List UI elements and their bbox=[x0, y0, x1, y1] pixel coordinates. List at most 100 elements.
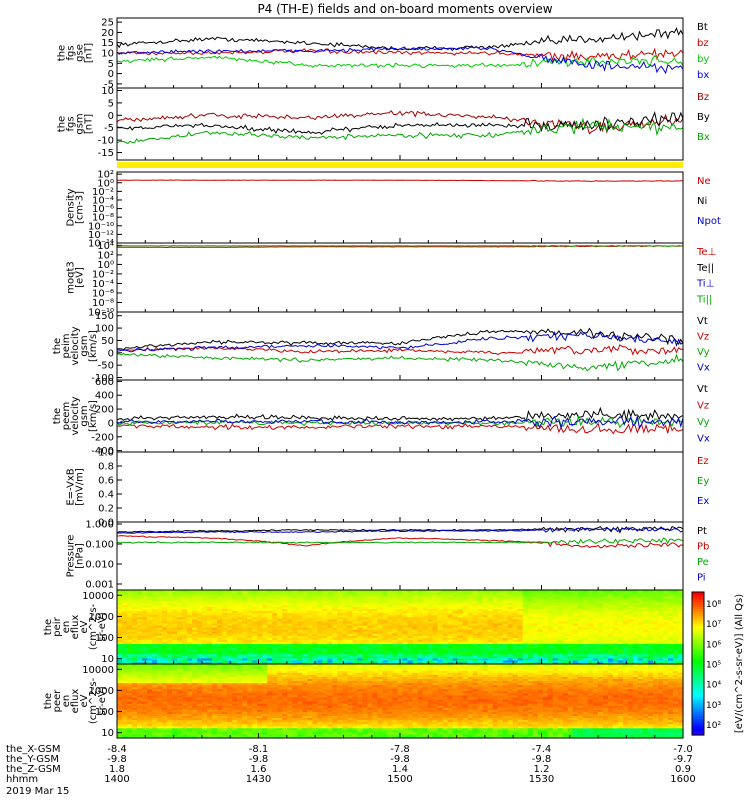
spectrogram-cell bbox=[372, 633, 379, 636]
spectrogram-cell bbox=[477, 618, 484, 622]
spectrogram-cell bbox=[657, 639, 664, 642]
spectrogram-cell bbox=[237, 614, 243, 618]
spectrogram-cell bbox=[152, 592, 158, 595]
spectrogram-cell bbox=[287, 651, 293, 655]
spectrogram-cell bbox=[202, 612, 208, 616]
spectrogram-cell bbox=[572, 600, 579, 603]
spectrogram-cell bbox=[507, 596, 514, 599]
spectrogram-cell bbox=[597, 659, 604, 663]
spectrogram-cell bbox=[292, 596, 298, 599]
spectrogram-cell bbox=[242, 592, 248, 595]
spectrogram-cell bbox=[412, 604, 419, 608]
spectrogram-cell bbox=[672, 659, 679, 663]
spectrogram-cell bbox=[287, 655, 293, 659]
spectrogram-cell bbox=[302, 657, 308, 661]
spectrogram-cell bbox=[547, 590, 554, 593]
y-tick-label: 10⁻¹⁰ bbox=[88, 221, 114, 232]
spectrogram-cell bbox=[352, 590, 359, 593]
spectrogram-cell bbox=[537, 610, 544, 614]
spectrogram-cell bbox=[302, 627, 308, 630]
spectrogram-cell bbox=[317, 655, 323, 659]
spectrogram-cell bbox=[372, 620, 379, 624]
spectrogram-cell bbox=[282, 624, 288, 628]
spectrogram-cell bbox=[412, 627, 419, 630]
spectrogram-cell bbox=[277, 651, 283, 655]
spectrogram-cell bbox=[117, 635, 123, 638]
spectrogram-cell bbox=[597, 645, 604, 649]
spectrogram-cell bbox=[177, 690, 183, 694]
spectrogram-cell bbox=[117, 649, 123, 653]
spectrogram-cell bbox=[572, 598, 579, 601]
spectrogram-cell bbox=[407, 598, 414, 601]
spectrogram-cell bbox=[362, 641, 369, 645]
spectrogram-cell bbox=[152, 614, 158, 618]
spectrogram-cell bbox=[427, 637, 434, 640]
spectrogram-cell bbox=[287, 653, 293, 657]
spectrogram-cell bbox=[572, 590, 579, 593]
spectrogram-cell bbox=[647, 622, 654, 626]
spectrogram-cell bbox=[337, 608, 343, 612]
spectrogram-cell bbox=[412, 651, 419, 655]
spectrogram-cell bbox=[157, 651, 163, 655]
spectrogram-cell bbox=[452, 637, 459, 640]
spectrogram-cell bbox=[407, 592, 414, 595]
spectrogram-cell bbox=[467, 627, 474, 630]
spectrogram-cell bbox=[317, 643, 323, 647]
spectrogram-cell bbox=[262, 627, 268, 630]
spectrogram-cell bbox=[377, 627, 384, 630]
y-tick-label: 10⁰ bbox=[97, 260, 114, 271]
spectrogram-cell bbox=[577, 618, 584, 622]
spectrogram-cell bbox=[187, 696, 193, 700]
spectrogram-cell bbox=[287, 657, 293, 661]
spectrogram-cell bbox=[562, 622, 569, 626]
spectrogram-cell bbox=[467, 612, 474, 616]
spectrogram-cell bbox=[517, 608, 524, 612]
spectrogram-cell bbox=[152, 684, 158, 688]
spectrogram-cell bbox=[332, 590, 338, 593]
spectrogram-cell bbox=[632, 629, 639, 632]
spectrogram-cell bbox=[492, 655, 499, 659]
spectrogram-cell bbox=[662, 639, 669, 642]
spectrogram-cell bbox=[527, 620, 534, 624]
spectrogram-cell bbox=[467, 645, 474, 649]
spectrogram-cell bbox=[412, 614, 419, 618]
spectrogram-cell bbox=[127, 678, 133, 682]
spectrogram-cell bbox=[382, 594, 389, 597]
spectrogram-cell bbox=[217, 637, 223, 640]
spectrogram-cell bbox=[142, 684, 148, 688]
spectrogram-cell bbox=[157, 664, 163, 667]
spectrogram-cell bbox=[537, 649, 544, 653]
spectrogram-cell bbox=[462, 616, 469, 620]
spectrogram-cell bbox=[432, 598, 439, 601]
spectrogram-cell bbox=[122, 672, 128, 675]
spectrogram-cell bbox=[427, 647, 434, 651]
spectrogram-cell bbox=[237, 649, 243, 653]
spectrogram-cell bbox=[477, 647, 484, 651]
spectrogram-cell bbox=[652, 659, 659, 663]
spectrogram-cell bbox=[597, 604, 604, 608]
spectrogram-cell bbox=[577, 612, 584, 616]
spectrogram-cell bbox=[277, 616, 283, 620]
spectrogram-cell bbox=[127, 719, 133, 723]
spectrogram-cell bbox=[207, 610, 213, 614]
spectrogram-cell bbox=[167, 688, 173, 692]
spectrogram-cell bbox=[417, 606, 424, 610]
spectrogram-cell bbox=[457, 598, 464, 601]
spectrogram-cell bbox=[632, 598, 639, 601]
spectrogram-cell bbox=[507, 653, 514, 657]
spectrogram-cell bbox=[372, 604, 379, 608]
spectrogram-cell bbox=[652, 629, 659, 632]
spectrogram-cell bbox=[262, 629, 268, 632]
spectrogram-cell bbox=[502, 610, 509, 614]
spectrogram-cell bbox=[402, 594, 409, 597]
spectrogram-cell bbox=[372, 600, 379, 603]
spectrogram-cell bbox=[677, 635, 684, 638]
spectrogram-cell bbox=[467, 598, 474, 601]
spectrogram-cell bbox=[182, 709, 188, 712]
spectrogram-cell bbox=[297, 653, 303, 657]
spectrogram-cell bbox=[297, 657, 303, 661]
spectrogram-cell bbox=[502, 614, 509, 618]
spectrogram-cell bbox=[142, 717, 148, 721]
spectrogram-cell bbox=[132, 723, 138, 727]
